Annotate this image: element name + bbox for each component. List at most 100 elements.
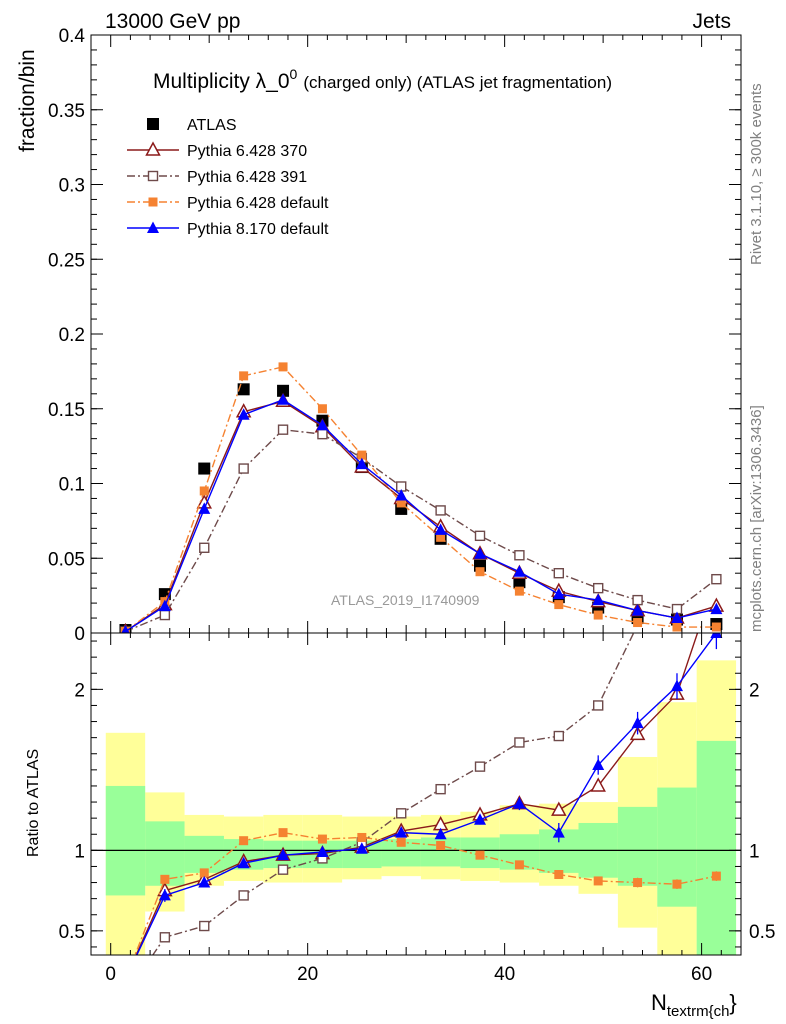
legend-label-atlas: ATLAS [187,117,237,134]
main-y-tick-label: 0.3 [59,176,85,197]
main-line-pythia-6-428-391 [125,428,717,633]
main-point-pythia-6-428-default [593,610,603,620]
ratio-point-pythia-6-428-default [711,871,721,881]
ratio-point-pythia-8-170-default [474,813,487,825]
main-point-pythia-6-428-391 [435,505,446,516]
ratio-point-pythia-8-170-default [710,633,723,638]
main-y-tick-label: 0.15 [48,400,85,421]
main-point-pythia-6-428-391 [711,573,722,585]
main-point-pythia-6-428-default [278,362,288,372]
ratio-band-green [696,740,737,955]
main-point-pythia-8-170-default [316,418,329,431]
ratio-point-pythia-6-428-391 [672,556,681,565]
x-axis-label-main: N [651,990,667,1015]
ratio-point-pythia-6-428-391 [474,761,486,772]
main-point-pythia-8-170-default [434,523,447,535]
main-point-pythia-8-170-default [395,488,408,501]
ratio-point-pythia-6-428-default [475,850,485,860]
ratio-y-tick-label-right: 1 [749,841,760,862]
main-point-pythia-8-170-default [552,587,565,600]
analysis-watermark: ATLAS_2019_I1740909 [331,592,480,608]
main-point-pythia-6-428-391 [317,428,328,440]
main-title-rest: (charged only) (ATLAS jet fragmentation) [303,73,612,92]
main-point-pythia-6-428-default [199,486,209,496]
main-title: Multiplicity λ_00 (charged only) (ATLAS j… [153,66,612,93]
ratio-point-pythia-6-428-default [633,878,643,888]
ratio-point-pythia-8-170-default [434,827,447,840]
main-point-pythia-8-170-default [670,611,683,624]
main-point-pythia-6-428-391 [159,609,171,621]
main-y-tick-label: 0.2 [59,325,85,346]
x-axis-label: Ntextrm{ch} [651,990,737,1020]
ratio-point-pythia-6-428-default [357,832,367,842]
y-axis-label-ratio: Ratio to ATLAS [25,749,42,857]
main-point-pythia-8-170-default [198,502,211,514]
ratio-point-pythia-6-428-391 [277,864,289,875]
main-point-pythia-8-170-default [710,602,723,615]
ratio-point-pythia-6-428-391 [592,700,604,711]
main-point-atlas [198,462,211,475]
ratio-line-pythia-6-428-default [134,831,717,955]
header-right-label: Jets [692,10,731,33]
x-tick-label: 20 [297,964,318,985]
x-tick-label: 40 [494,964,515,985]
main-point-pythia-6-428-default [436,532,446,542]
ratio-point-pythia-6-428-default [160,874,170,884]
main-y-tick-label: 0 [74,624,85,645]
main-point-pythia-8-170-default [592,593,605,606]
legend-marker-pythia-6-428-391 [147,170,159,182]
main-point-pythia-6-428-default [711,622,721,632]
ratio-line-pythia-8-170-default [136,633,717,955]
main-point-pythia-8-170-default [237,408,250,420]
main-point-pythia-6-428-default [514,586,524,596]
ratio-point-pythia-6-428-default [593,876,603,886]
main-point-atlas [277,384,290,397]
ratio-point-pythia-6-428-default [199,868,209,878]
main-point-pythia-6-428-default [554,600,564,610]
ratio-point-pythia-6-428-370 [590,777,606,792]
ratio-point-pythia-6-428-default [514,860,524,870]
main-point-pythia-6-428-391 [553,568,565,579]
ratio-point-pythia-6-428-391 [159,932,171,943]
header-left-label: 13000 GeV pp [105,10,240,33]
main-point-pythia-8-170-default [277,393,290,405]
legend-marker-pythia-8-170-default [147,221,159,233]
ratio-point-pythia-6-428-default [672,879,682,889]
legend-label-pythia-6-428-default: Pythia 6.428 default [187,195,329,212]
main-y-tick-label: 0.1 [59,475,85,496]
ratio-point-pythia-6-428-391 [435,783,446,795]
main-line-pythia-8-170-default [125,399,717,633]
ratio-band-green [184,835,224,873]
main-point-pythia-6-428-default [317,404,327,414]
main-point-pythia-8-170-default [631,604,644,616]
main-point-pythia-6-428-default [396,498,406,508]
ratio-point-pythia-8-170-default [198,876,211,888]
ratio-point-pythia-6-428-default [396,837,406,847]
x-tick-label: 0 [105,964,116,985]
x-axis-label-sub: textrm{ch [667,1003,730,1020]
ratio-point-pythia-8-170-default [355,842,368,854]
main-point-pythia-8-170-default [121,625,130,633]
main-title-superscript: 0 [290,66,298,82]
y-axis-label-main: fraction/bin [16,49,39,152]
legend-label-pythia-6-428-370: Pythia 6.428 370 [187,143,307,160]
ratio-point-pythia-8-170-default [670,679,683,692]
ratio-line-pythia-6-428-391 [151,633,635,955]
ratio-point-pythia-6-428-391 [712,363,721,372]
ratio-point-pythia-6-428-370 [119,972,132,984]
legend-marker-pythia-6-428-default [148,197,158,207]
ratio-band-green [617,806,658,886]
ratio-band-green [105,785,146,896]
ratio-point-pythia-6-428-391 [238,890,249,901]
legend: ATLAS Pythia 6.428 370 Pythia 6.428 391 Pyt… [127,117,329,238]
legend-label-pythia-6-428-391: Pythia 6.428 391 [187,169,307,186]
main-point-pythia-8-170-default [474,547,487,559]
main-y-tick-label: 0.25 [48,250,85,271]
ratio-point-pythia-6-428-default [317,834,327,844]
legend-label-pythia-8-170-default: Pythia 8.170 default [187,221,329,238]
ratio-plot-frame [90,632,742,956]
main-point-pythia-6-428-default [239,371,249,381]
main-point-pythia-6-428-391 [592,582,604,594]
ratio-point-pythia-8-170-default [552,826,565,838]
